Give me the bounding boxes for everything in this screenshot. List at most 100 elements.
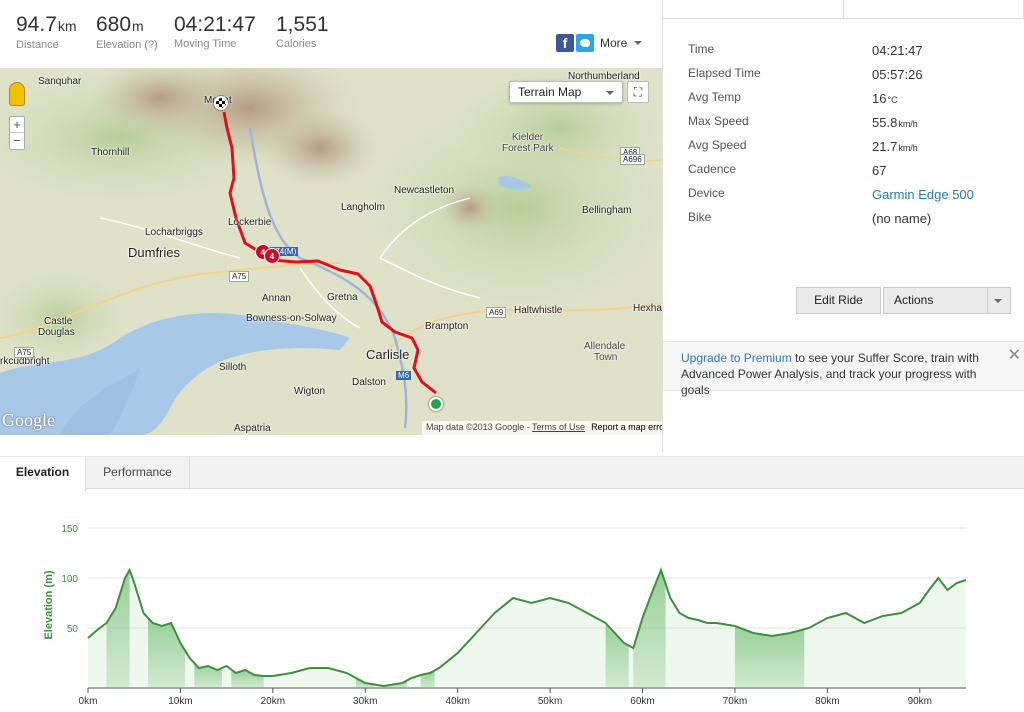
map-place-label: Silloth <box>219 362 247 373</box>
stat-elevation: 680m Elevation (?) <box>96 12 158 51</box>
climb-segment[interactable] <box>106 570 130 688</box>
elevation-line <box>87 567 967 688</box>
more-button[interactable]: More <box>600 36 628 50</box>
detail-row-time: Time 04:21:47 <box>688 42 1008 66</box>
chevron-down-icon <box>606 91 614 95</box>
elevation-chart-svg: 0km 10km 20km 30km 40km 50km 60km 70km 80km 90km … <box>43 524 967 707</box>
stat-value: 1,551 <box>276 13 329 36</box>
device-link[interactable]: Garmin Edge 500 <box>872 187 974 202</box>
google-logo[interactable]: Google <box>2 410 55 430</box>
twitter-icon[interactable] <box>576 34 594 52</box>
detail-value: 04:21:47 <box>872 43 923 58</box>
start-marker-icon[interactable] <box>429 397 443 411</box>
map-place-label: Brampton <box>425 321 469 332</box>
street-view-pegman-icon[interactable] <box>9 82 25 106</box>
y-tick-label: 50 <box>67 624 79 635</box>
zoom-out-button[interactable]: − <box>13 133 21 148</box>
map-place-label: Bowness-on-Solway <box>246 313 337 324</box>
detail-value: (no name) <box>872 211 932 226</box>
detail-row-temp: Avg Temp 16°C <box>688 90 1008 114</box>
lap-marker[interactable]: 4 <box>264 248 280 264</box>
map-place-label: Kielder <box>512 132 544 143</box>
y-tick-label: 150 <box>61 524 78 535</box>
y-axis-label: Elevation (m) <box>43 570 55 639</box>
detail-key: Cadence <box>688 162 737 176</box>
x-tick-label: 90km <box>908 696 932 707</box>
stat-unit: m <box>132 18 144 34</box>
x-tick-label: 30km <box>353 696 377 707</box>
map-place-label: Wigton <box>294 386 326 397</box>
chevron-down-icon[interactable] <box>994 299 1002 303</box>
map-place-label: Newcastleton <box>394 185 455 196</box>
climb-segment[interactable] <box>148 618 186 688</box>
x-tick-label: 50km <box>538 696 562 707</box>
x-tick-label: 10km <box>168 696 192 707</box>
edit-ride-button[interactable]: Edit Ride <box>796 287 881 314</box>
road-shield: A696 <box>620 154 645 165</box>
detail-value: 21.7km/h <box>872 139 918 154</box>
fullscreen-button[interactable]: ⛶ <box>627 81 649 103</box>
map-place-label: Annan <box>262 293 291 304</box>
actions-label: Actions <box>894 293 934 307</box>
chevron-down-icon[interactable] <box>634 41 643 45</box>
map-place-label: Sanquhar <box>38 76 82 87</box>
x-tick-label: 80km <box>815 696 839 707</box>
climb-segment[interactable] <box>231 669 264 689</box>
map-place-label: Forest Park <box>502 143 554 154</box>
climb-segment[interactable] <box>734 626 805 688</box>
route-map[interactable]: Sanquhar Northumberland Thornhill Kielde… <box>0 68 662 435</box>
zoom-in-button[interactable]: + <box>10 117 24 133</box>
x-tick-label: 70km <box>723 696 747 707</box>
stat-calories: 1,551 Calories <box>276 12 329 50</box>
upgrade-premium-link[interactable]: Upgrade to Premium <box>681 351 792 365</box>
detail-key: Max Speed <box>688 114 749 128</box>
finish-flag-icon[interactable] <box>214 96 228 110</box>
climb-segment[interactable] <box>633 570 666 688</box>
map-place-label: Allendale <box>584 341 626 352</box>
map-place-label: Castle <box>44 316 73 327</box>
x-tick-label: 40km <box>445 696 469 707</box>
report-error-link[interactable]: Report a map error <box>591 422 662 432</box>
map-type-select[interactable]: Terrain Map <box>509 81 623 103</box>
detail-key: Bike <box>688 210 712 224</box>
detail-row-avg-speed: Avg Speed 21.7km/h <box>688 138 1008 162</box>
stat-label[interactable]: Elevation (?) <box>96 39 158 51</box>
tab-performance[interactable]: Performance <box>86 457 190 490</box>
stat-value: 04:21:47 <box>174 13 256 36</box>
detail-row-device: Device Garmin Edge 500 <box>688 186 1008 210</box>
divider <box>987 288 988 313</box>
road-shield: A69 <box>486 307 507 318</box>
stat-value: 680 <box>96 13 132 36</box>
x-tick-label: 0km <box>79 696 98 707</box>
premium-banner: Upgrade to Premium to see your Suffer Sc… <box>663 341 1024 397</box>
map-place-label: Gretna <box>327 292 358 303</box>
panel-tabs <box>663 0 1024 19</box>
panel-tab[interactable] <box>663 0 844 18</box>
elevation-area <box>88 570 966 688</box>
map-place-label: Bellingham <box>582 205 632 216</box>
map-place-label: Town <box>594 352 618 363</box>
map-place-label: Hexha <box>633 303 662 314</box>
detail-key: Avg Speed <box>688 138 747 152</box>
road-shield: A74(M) <box>268 247 299 256</box>
stat-label: Calories <box>276 38 317 50</box>
tab-elevation[interactable]: Elevation <box>0 457 86 491</box>
terms-link[interactable]: Terms of Use <box>532 422 586 432</box>
facebook-icon[interactable]: f <box>556 34 574 52</box>
x-tick-label: 20km <box>261 696 285 707</box>
elevation-chart[interactable]: 0km 10km 20km 30km 40km 50km 60km 70km 80km 90km … <box>0 490 1024 712</box>
actions-dropdown[interactable]: Actions <box>883 287 1011 314</box>
close-icon[interactable]: ✕ <box>1007 347 1021 364</box>
climb-segment[interactable] <box>605 623 629 688</box>
road-shield: A75 <box>14 347 35 358</box>
stat-label: Distance <box>16 39 59 51</box>
detail-row-cadence: Cadence 67 <box>688 162 1008 186</box>
map-attribution: Map data ©2013 Google - Terms of Use Repo… <box>422 421 662 435</box>
y-tick-label: 100 <box>61 574 78 585</box>
panel-tab[interactable] <box>844 0 1024 18</box>
detail-key: Device <box>688 186 725 200</box>
map-place-label: Carlisle <box>366 347 410 362</box>
details-list: Time 04:21:47 Elapsed Time 05:57:26 Avg … <box>688 42 1008 234</box>
detail-key: Time <box>688 42 715 56</box>
